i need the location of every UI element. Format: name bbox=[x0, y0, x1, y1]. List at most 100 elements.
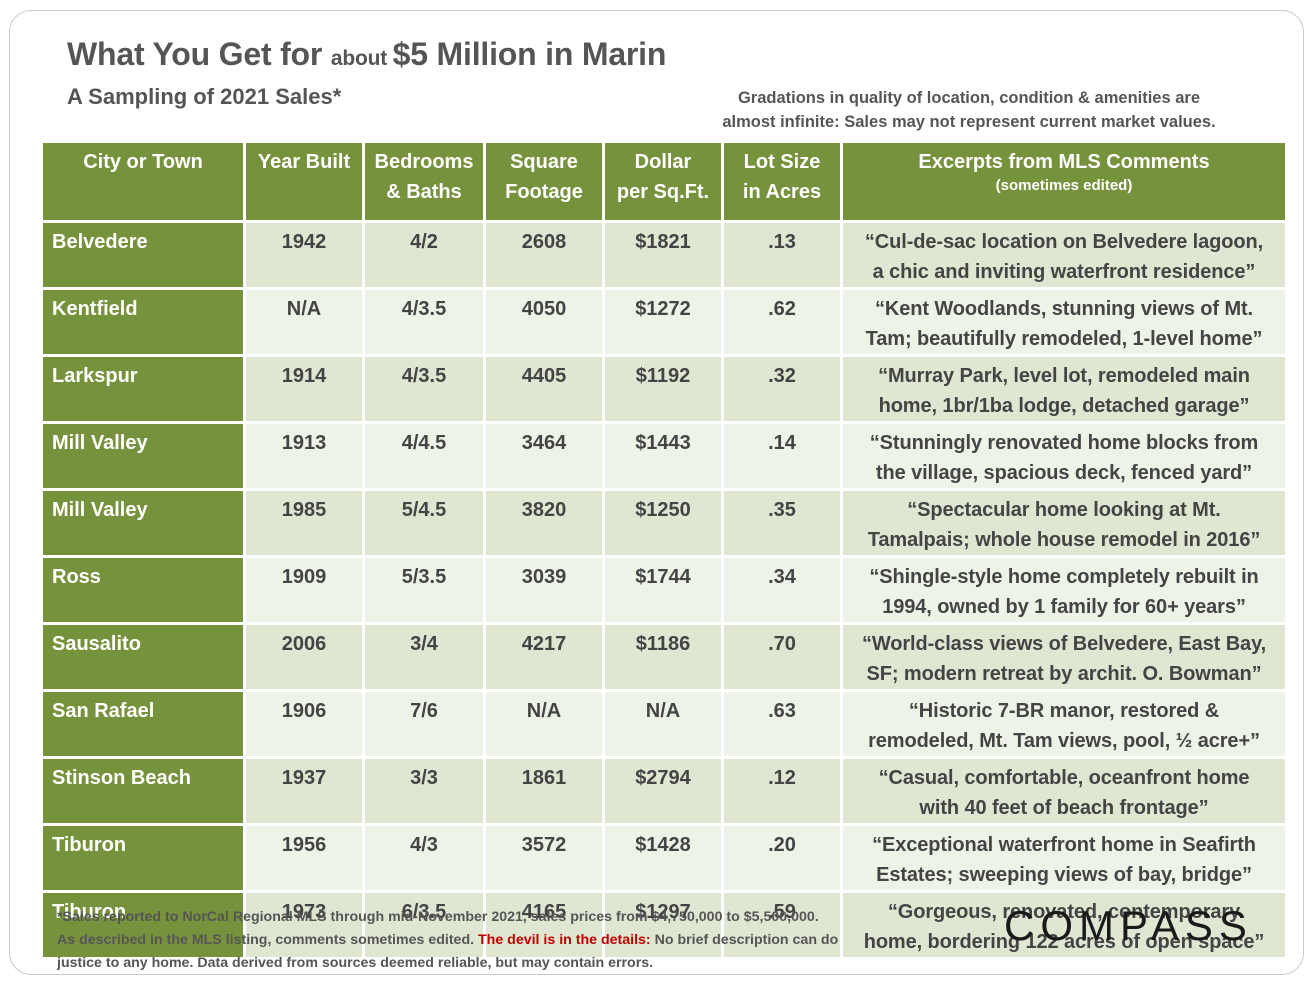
cell-beds: 4/3 bbox=[365, 826, 483, 890]
cell-lot: .59 bbox=[724, 893, 840, 957]
cell-year: 1985 bbox=[246, 491, 362, 555]
cell-dollar: $1443 bbox=[605, 424, 721, 488]
cell-sqft: 3464 bbox=[486, 424, 602, 488]
cell-comment: “Cul-de-sac location on Belvedere lagoon… bbox=[843, 223, 1285, 287]
cell-sqft: 2608 bbox=[486, 223, 602, 287]
cell-beds: 4/4.5 bbox=[365, 424, 483, 488]
cell-lot: .63 bbox=[724, 692, 840, 756]
comment-line: SF; modern retreat by archit. O. Bowman” bbox=[866, 663, 1262, 685]
cell-lot: .14 bbox=[724, 424, 840, 488]
header-lot: Lot Size in Acres bbox=[724, 143, 840, 220]
cell-year: 1956 bbox=[246, 826, 362, 890]
comment-line: “Kent Woodlands, stunning views of Mt. bbox=[874, 298, 1254, 320]
cell-beds: 6/3.5 bbox=[365, 893, 483, 957]
cell-beds: 4/2 bbox=[365, 223, 483, 287]
cell-city: Belvedere bbox=[43, 223, 243, 287]
cell-comment: “Exceptional waterfront home in Seafirth… bbox=[843, 826, 1285, 890]
footnote-line-3: justice to any home. Data derived from s… bbox=[57, 955, 654, 971]
header-beds: Bedrooms & Baths bbox=[365, 143, 483, 220]
header-comments: Excerpts from MLS Comments (sometimes edi… bbox=[843, 143, 1285, 220]
comment-line: “Shingle-style home completely rebuilt i… bbox=[869, 566, 1259, 588]
header-dollar: Dollar per Sq.Ft. bbox=[605, 143, 721, 220]
cell-lot: .34 bbox=[724, 558, 840, 622]
page-subtitle: A Sampling of 2021 Sales* bbox=[67, 84, 342, 109]
cell-year: 1909 bbox=[246, 558, 362, 622]
comment-line: Tamalpais; whole house remodel in 2016” bbox=[867, 529, 1261, 551]
note-line-2: almost infinite: Sales may not represent… bbox=[722, 113, 1216, 131]
cell-beds: 5/4.5 bbox=[365, 491, 483, 555]
cell-lot: .12 bbox=[724, 759, 840, 823]
cell-year: N/A bbox=[246, 290, 362, 354]
cell-city: San Rafael bbox=[43, 692, 243, 756]
cell-year: 1937 bbox=[246, 759, 362, 823]
cell-beds: 4/3.5 bbox=[365, 290, 483, 354]
note-line-1: Gradations in quality of location, condi… bbox=[737, 89, 1201, 107]
cell-lot: .32 bbox=[724, 357, 840, 421]
comment-line: remodeled, Mt. Tam views, pool, ½ acre+” bbox=[868, 730, 1260, 752]
cell-sqft: 4165 bbox=[486, 893, 602, 957]
cell-year: 2006 bbox=[246, 625, 362, 689]
footnote-line-2: As described in the MLS listing, comment… bbox=[57, 932, 839, 948]
cell-city: Larkspur bbox=[43, 357, 243, 421]
cell-sqft: 3572 bbox=[486, 826, 602, 890]
cell-dollar: $1192 bbox=[605, 357, 721, 421]
table-row: Tiburon 1956 4/3 3572 $1428.20 “Exceptional w… bbox=[43, 826, 1285, 890]
comment-line: “World-class views of Belvedere, East Ba… bbox=[861, 633, 1267, 655]
cell-lot: .35 bbox=[724, 491, 840, 555]
cell-city: Mill Valley bbox=[43, 424, 243, 488]
cell-beds: 4/3.5 bbox=[365, 357, 483, 421]
table-row: Sausalito 2006 3/4 4217 $1186.70 “World-class… bbox=[43, 625, 1285, 689]
comment-line: the village, spacious deck, fenced yard” bbox=[875, 462, 1253, 484]
cell-city: Stinson Beach bbox=[43, 759, 243, 823]
table-row: Mill Valley 1913 4/4.5 3464 $1443.14 “Stunnin… bbox=[43, 424, 1285, 488]
footnote: *Sales reported to NorCal Regional MLS t… bbox=[57, 906, 957, 975]
cell-sqft: N/A bbox=[486, 692, 602, 756]
cell-beds: 3/3 bbox=[365, 759, 483, 823]
table-header-row: City or Town Year Built Bedrooms & Baths … bbox=[43, 143, 1285, 220]
comment-line: “Stunningly renovated home blocks from bbox=[869, 432, 1259, 454]
cell-city: Kentfield bbox=[43, 290, 243, 354]
cell-year: 1906 bbox=[246, 692, 362, 756]
cell-sqft: 3820 bbox=[486, 491, 602, 555]
cell-dollar: $1821 bbox=[605, 223, 721, 287]
cell-city: Mill Valley bbox=[43, 491, 243, 555]
cell-lot: .20 bbox=[724, 826, 840, 890]
table-row: Tiburon 1973 6/3.5 4165 $1297.59 “Gorgeous, r… bbox=[43, 893, 1285, 957]
comment-line: with 40 feet of beach frontage” bbox=[919, 797, 1209, 819]
comment-line: home, 1br/1ba lodge, detached garage” bbox=[878, 395, 1250, 417]
footnote-line-1: *Sales reported to NorCal Regional MLS t… bbox=[57, 909, 819, 925]
cell-sqft: 4405 bbox=[486, 357, 602, 421]
header-sqft: Square Footage bbox=[486, 143, 602, 220]
cell-sqft: 4217 bbox=[486, 625, 602, 689]
comment-line: “Gorgeous, renovated, contemporary bbox=[887, 901, 1241, 923]
cell-comment: “Casual, comfortable, oceanfront home wit… bbox=[843, 759, 1285, 823]
cell-comment: “Gorgeous, renovated, contemporary home, … bbox=[843, 893, 1285, 957]
table-row: Larkspur 1914 4/3.5 4405 $1192.32 “Murray Par… bbox=[43, 357, 1285, 421]
comment-line: “Historic 7-BR manor, restored & bbox=[908, 700, 1220, 722]
cell-comment: “Spectacular home looking at Mt. Tamalpai… bbox=[843, 491, 1285, 555]
devil-note: The devil is in the details: bbox=[478, 932, 651, 948]
cell-year: 1973 bbox=[246, 893, 362, 957]
cell-dollar: $1744 bbox=[605, 558, 721, 622]
comment-line: “Spectacular home looking at Mt. bbox=[907, 499, 1221, 521]
table-row: Kentfield N/A 4/3.5 4050 $1272.62 “Kent Woodl… bbox=[43, 290, 1285, 354]
comment-line: Estates; sweeping views of bay, bridge” bbox=[876, 864, 1252, 886]
cell-year: 1913 bbox=[246, 424, 362, 488]
cell-dollar: $1250 bbox=[605, 491, 721, 555]
comment-line: “Exceptional waterfront home in Seafirth bbox=[872, 834, 1256, 856]
cell-beds: 5/3.5 bbox=[365, 558, 483, 622]
cell-city: Sausalito bbox=[43, 625, 243, 689]
cell-beds: 3/4 bbox=[365, 625, 483, 689]
comment-line: “Casual, comfortable, oceanfront home bbox=[878, 767, 1250, 789]
sales-table: City or Town Year Built Bedrooms & Baths … bbox=[40, 140, 1288, 960]
cell-dollar: $2794 bbox=[605, 759, 721, 823]
cell-comment: “World-class views of Belvedere, East Ba… bbox=[843, 625, 1285, 689]
cell-dollar: $1272 bbox=[605, 290, 721, 354]
cell-lot: .70 bbox=[724, 625, 840, 689]
cell-comment: “Historic 7-BR manor, restored & remodele… bbox=[843, 692, 1285, 756]
cell-sqft: 4050 bbox=[486, 290, 602, 354]
cell-comment: “Murray Park, level lot, remodeled main h… bbox=[843, 357, 1285, 421]
comment-line: a chic and inviting waterfront residence… bbox=[872, 261, 1256, 283]
cell-comment: “Stunningly renovated home blocks from th… bbox=[843, 424, 1285, 488]
cell-year: 1914 bbox=[246, 357, 362, 421]
